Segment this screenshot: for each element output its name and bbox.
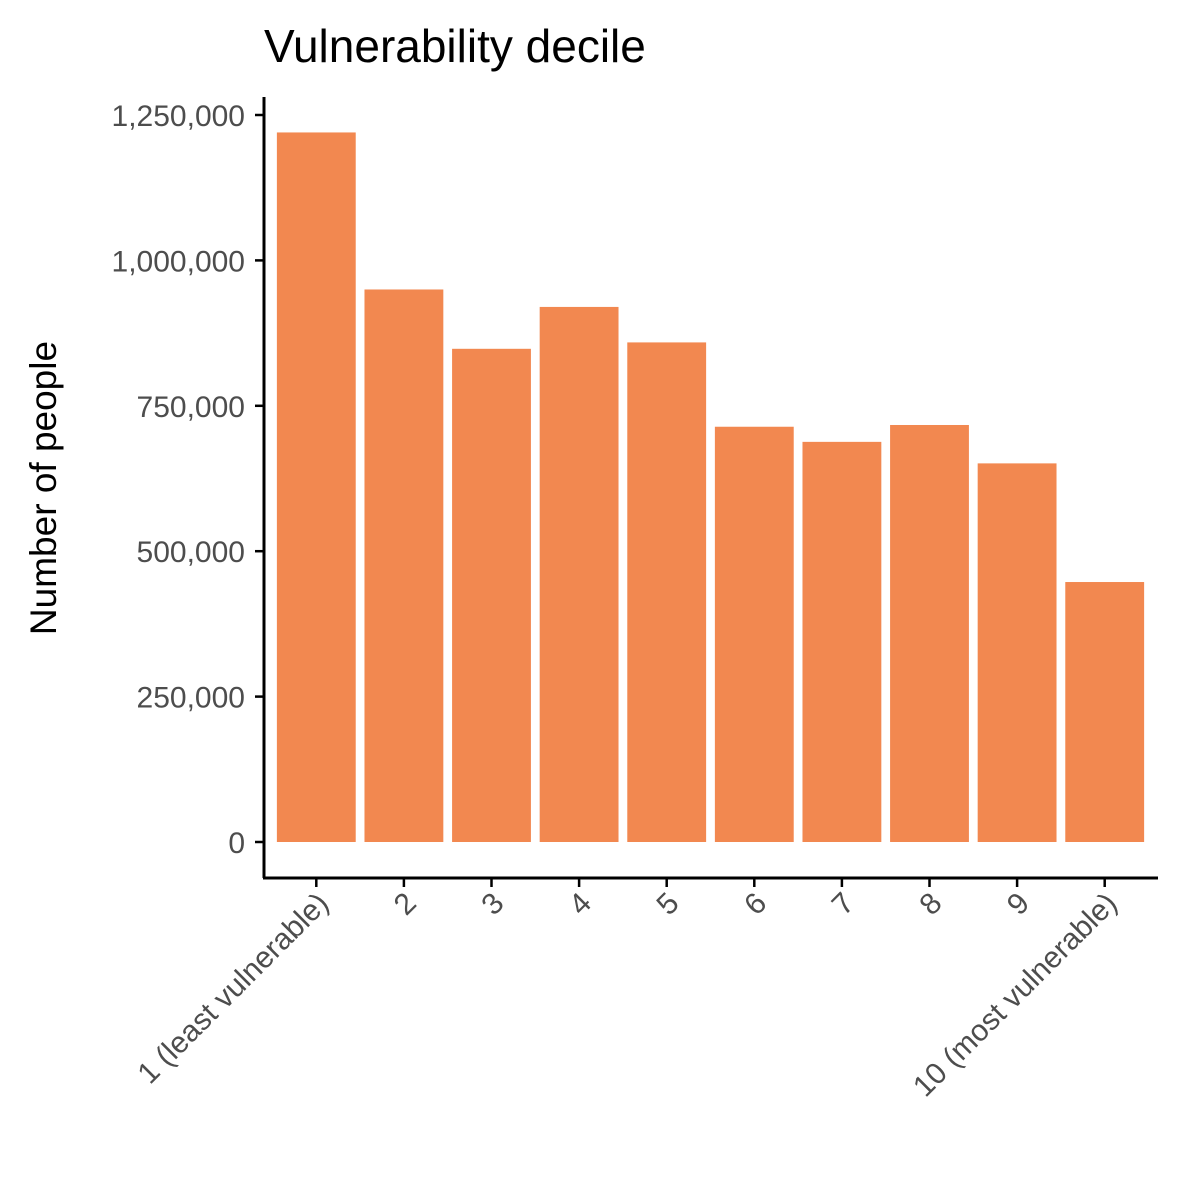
- x-tick-label: 8: [913, 887, 948, 922]
- x-tick-label: 9: [1001, 887, 1036, 922]
- bar: [627, 342, 707, 842]
- y-tick-label: 0: [228, 827, 245, 860]
- bar: [977, 463, 1057, 842]
- bar: [364, 289, 444, 843]
- y-tick-label: 500,000: [137, 536, 245, 569]
- bar: [890, 424, 969, 842]
- bar: [1065, 582, 1145, 842]
- x-tick-label: 1 (least vulnerable): [132, 887, 336, 1091]
- x-axis-ticks: 1 (least vulnerable) 2 3 4 5 6 7 8 910 (most vul…: [132, 878, 1124, 1103]
- chart-title: Vulnerability decile: [264, 20, 646, 72]
- y-tick-label: 250,000: [137, 682, 245, 715]
- x-tick-label: 3: [475, 887, 510, 922]
- y-axis-title: Number of people: [23, 341, 64, 635]
- bar: [802, 441, 882, 842]
- bars: [276, 132, 1145, 843]
- bar: [276, 132, 356, 842]
- x-tick-label: 10 (most vulnerable): [907, 887, 1124, 1104]
- bar: [714, 426, 794, 842]
- y-tick-label: 750,000: [137, 391, 245, 424]
- bar: [539, 306, 619, 843]
- x-tick-label: 4: [563, 887, 598, 922]
- x-tick-label: 7: [826, 887, 861, 922]
- y-tick-label: 1,250,000: [112, 100, 245, 133]
- y-tick-label: 1,000,000: [112, 245, 245, 278]
- x-tick-label: 5: [651, 887, 686, 922]
- bar: [452, 348, 531, 842]
- x-tick-label: 2: [388, 887, 423, 922]
- y-axis-ticks: 0 250,000 500,000 750,000 1,000,000 1,250,000: [112, 100, 264, 860]
- x-tick-label: 6: [738, 887, 773, 922]
